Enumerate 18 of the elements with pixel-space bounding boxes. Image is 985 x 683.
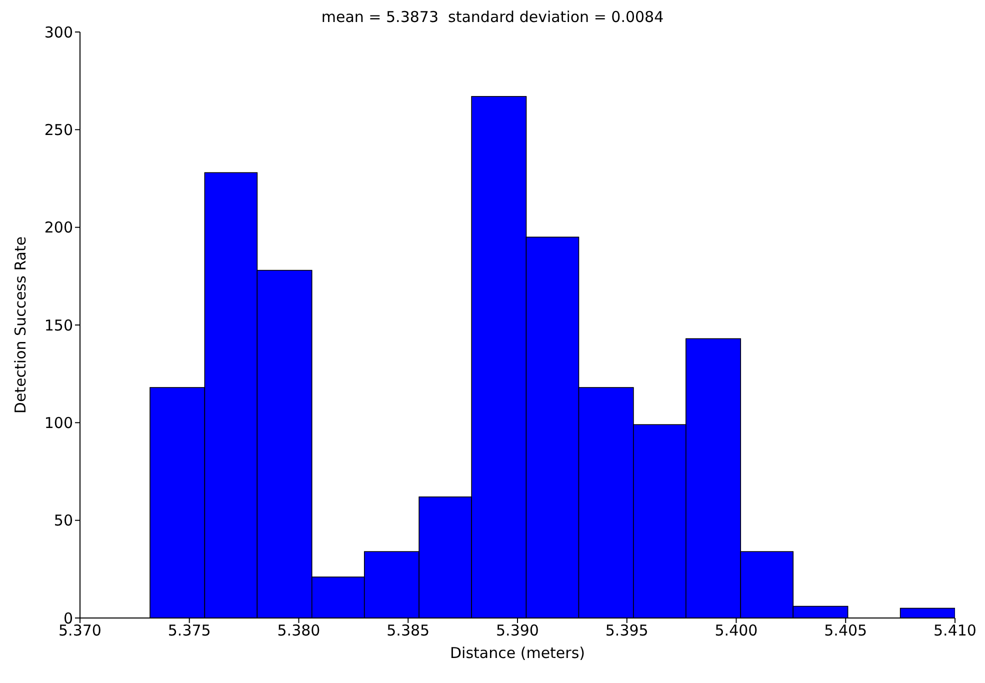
y-axis-title: Detection Success Rate: [11, 236, 30, 414]
x-tick-label: 5.385: [386, 622, 430, 640]
y-tick-label: 200: [44, 218, 73, 237]
y-tick-label: 50: [54, 512, 73, 530]
y-tick-label: 0: [63, 609, 73, 628]
x-tick-label: 5.375: [168, 622, 211, 640]
x-tick-label: 5.380: [277, 622, 320, 640]
y-tick-label: 150: [44, 316, 73, 334]
y-tick-label: 250: [44, 120, 73, 139]
x-tick-label: 5.390: [496, 622, 539, 640]
x-tick-label: 5.395: [605, 622, 648, 640]
x-tick-label: 5.400: [714, 622, 758, 640]
x-tick-label: 5.410: [934, 622, 976, 640]
x-axis-title: Distance (meters): [450, 644, 585, 662]
chart-title: mean = 5.3873 standard deviation = 0.0084: [321, 8, 664, 26]
y-tick-label: 100: [44, 414, 73, 432]
x-tick-label: 5.405: [824, 622, 868, 640]
y-tick-label: 300: [44, 23, 73, 42]
